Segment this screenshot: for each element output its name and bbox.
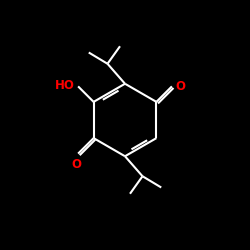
Text: O: O (72, 158, 82, 171)
Text: HO: HO (55, 78, 75, 92)
Text: O: O (175, 80, 185, 93)
